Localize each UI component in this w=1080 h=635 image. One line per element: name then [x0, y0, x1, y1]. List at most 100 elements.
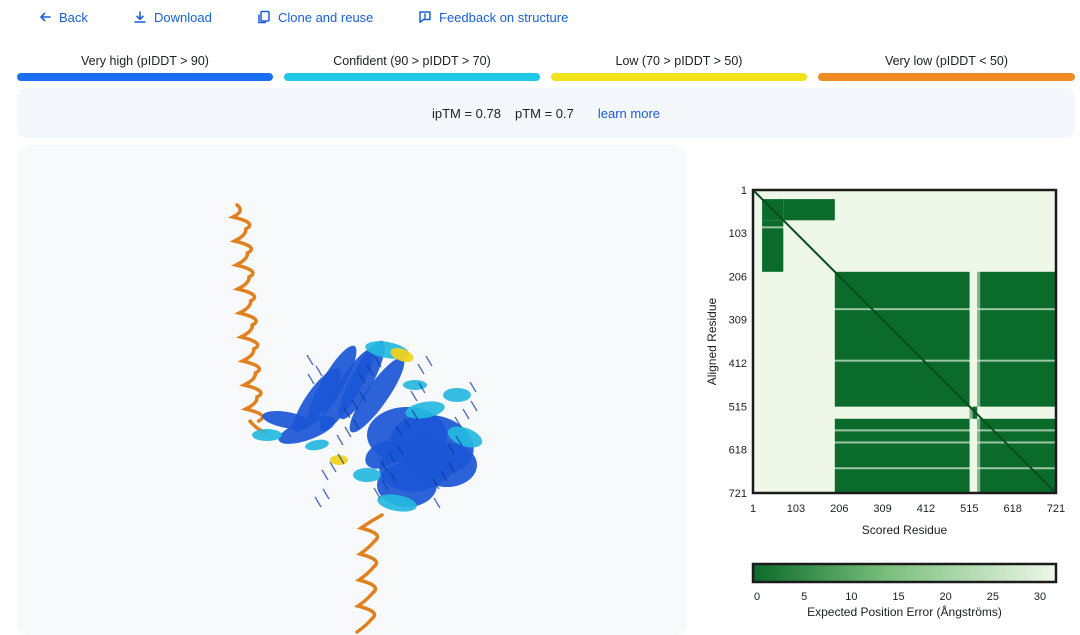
legend-bar-low [551, 73, 807, 81]
helix-turn [470, 400, 478, 412]
pae-colorbar-label: Expected Position Error (Ångströms) [807, 604, 1002, 619]
legend-very-high: Very high (pIDDT > 90) [17, 50, 273, 84]
helix [447, 426, 483, 448]
helix-turn [381, 479, 389, 491]
feedback-icon [418, 10, 432, 24]
pae-colorbar-tick: 20 [940, 591, 952, 603]
helix-turn [336, 434, 344, 446]
helix-turn [315, 365, 323, 377]
helix-turn [307, 373, 315, 385]
toolbar: Back Download Clone and reuse Feedback o… [0, 0, 1080, 32]
pae-y-tick-label: 103 [729, 228, 747, 240]
protein-structure-image [227, 203, 483, 634]
pae-y-tick-label: 515 [729, 401, 747, 413]
feedback-button[interactable]: Feedback on structure [418, 6, 568, 28]
pae-x-tick-label: 618 [1003, 503, 1021, 515]
helix [443, 388, 471, 402]
pae-y-axis-label: Aligned Residue [705, 297, 719, 385]
helix-turn [448, 462, 456, 474]
pae-x-tick-label: 309 [873, 503, 891, 515]
helix-turn [322, 488, 330, 500]
pae-y-tick-label: 1 [741, 185, 747, 197]
pae-domain-block [969, 406, 978, 419]
legend-bar-very-high [17, 73, 273, 81]
back-button[interactable]: Back [38, 6, 88, 28]
helix-turn [329, 461, 337, 473]
helix [353, 468, 381, 482]
helix [349, 357, 405, 433]
helix-turn [447, 443, 455, 455]
legend-label: Low (70 > pIDDT > 50) [615, 54, 743, 68]
helix [305, 439, 329, 451]
download-button[interactable]: Download [133, 6, 212, 28]
helix-turn [389, 471, 397, 483]
helix-turn [462, 408, 470, 420]
n-terminal-coil [227, 203, 265, 423]
helix [365, 441, 399, 469]
pae-y-tick-label: 309 [729, 315, 747, 327]
helix-turn [337, 453, 345, 465]
iptm-value: ipTM = 0.78 [431, 105, 501, 121]
pae-y-tick-label: 721 [729, 488, 747, 500]
pae-x-tick-label: 412 [917, 503, 935, 515]
c-terminal-coil [353, 513, 384, 634]
pae-diagonal [752, 189, 1057, 494]
helix [252, 429, 282, 441]
helix-turn [314, 496, 322, 508]
pae-heatmap[interactable]: 1110310320620630930941241251551561861872… [700, 180, 1075, 625]
helix-turn [358, 372, 366, 384]
ptm-value: pTM = 0.7 [514, 105, 574, 121]
legend-very-low: Very low (pIDDT < 50) [818, 50, 1075, 84]
pae-streak [753, 467, 1056, 470]
helix-turn [380, 460, 388, 472]
legend-confident: Confident (90 > pIDDT > 70) [284, 50, 540, 84]
pae-plot: 1 1 103 103 206 206 309 309 412 412 515 515 618 618 72… [700, 180, 1075, 625]
legend-label: Very low (pIDDT < 50) [884, 54, 1009, 68]
legend-bar-very-low [818, 73, 1075, 81]
helix-turn [351, 399, 359, 411]
download-label: Download [154, 9, 212, 25]
helix-turn [455, 435, 463, 447]
helix-turn [454, 416, 462, 428]
legend-label: Confident (90 > pIDDT > 70) [333, 54, 491, 68]
pae-streak [753, 441, 1056, 444]
pae-colorbar-tick: 25 [987, 591, 999, 603]
helix-turn [469, 381, 477, 393]
pae-colorbar-tick: 0 [754, 591, 760, 603]
helix-turn [417, 363, 425, 375]
structure-viewer[interactable] [17, 145, 687, 635]
download-icon [133, 10, 147, 24]
learn-more-link[interactable]: learn more [597, 105, 661, 121]
pae-y-tick-label: 206 [729, 271, 747, 283]
pae-x-axis-label: Scored Residue [862, 523, 948, 537]
helix-turn [433, 497, 441, 509]
helix [262, 411, 312, 429]
feedback-label: Feedback on structure [439, 9, 569, 25]
helix [307, 345, 357, 425]
helix-turn [411, 409, 419, 421]
pae-colorbar-tick: 30 [1034, 591, 1046, 603]
pae-x-tick-label: 721 [1047, 503, 1065, 515]
legend-label: Very high (pIDDT > 90) [81, 54, 209, 68]
pae-streak [753, 308, 1056, 311]
helix-turn [373, 487, 381, 499]
pae-y-tick-label: 618 [729, 445, 747, 457]
helix-turn [418, 382, 426, 394]
helix [390, 348, 414, 362]
helix-turn [352, 418, 360, 430]
pae-colorbar-tick: 5 [801, 591, 807, 603]
clone-and-reuse-button[interactable]: Clone and reuse [257, 6, 373, 28]
pae-x-tick-label: 206 [830, 503, 848, 515]
back-label: Back [59, 9, 88, 25]
pae-x-tick-label: 515 [960, 503, 978, 515]
helix-turn [344, 426, 352, 438]
pae-streak [977, 190, 981, 493]
pae-colorbar [751, 562, 1058, 584]
helix-turn [321, 469, 329, 481]
pae-streak [969, 190, 973, 493]
legend-low: Low (70 > pIDDT > 50) [551, 50, 807, 84]
helix [278, 416, 336, 444]
pae-x-tick-label: 103 [787, 503, 805, 515]
helix-turn [396, 444, 404, 456]
copy-icon [257, 10, 271, 24]
